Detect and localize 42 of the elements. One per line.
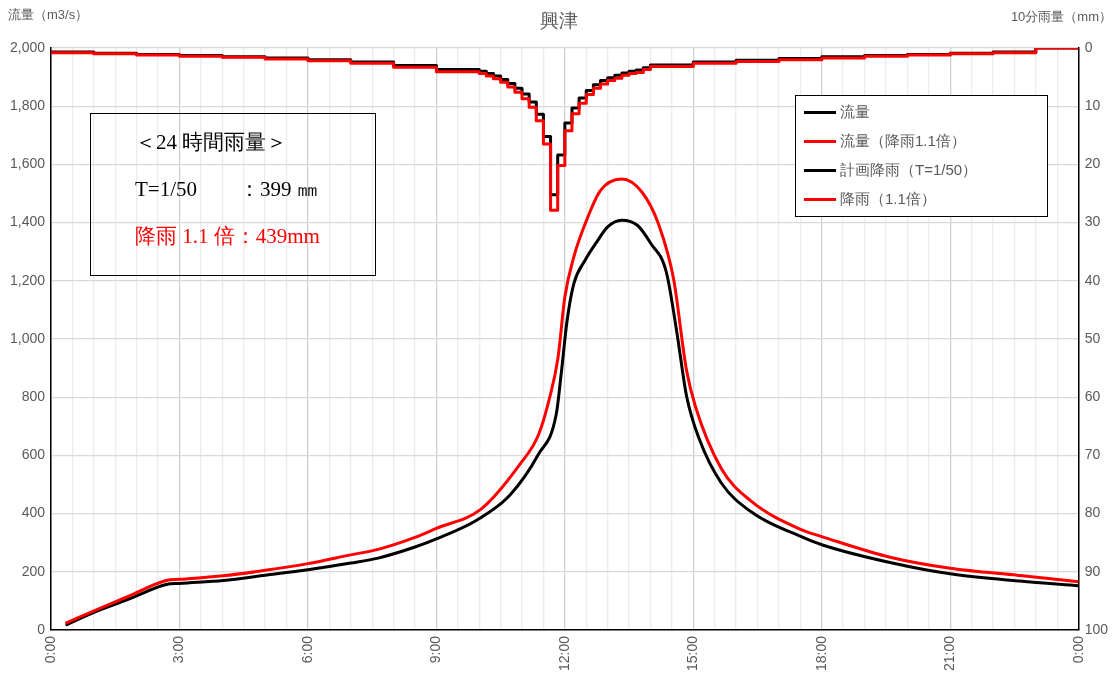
- x-tick-label: 3:00: [170, 635, 187, 664]
- y-tick-label: 0: [37, 620, 46, 637]
- y2-axis-title: 10分雨量（mm）: [1010, 8, 1112, 26]
- y-tick-label: 200: [21, 562, 46, 579]
- y-tick-label: 1,400: [9, 213, 46, 230]
- y2-tick-label: 0: [1084, 38, 1093, 55]
- x-tick-label: 0:00: [41, 635, 58, 664]
- chart-title: 興津: [540, 10, 578, 31]
- y-tick-label: 1,800: [9, 97, 46, 114]
- y2-tick-label: 40: [1084, 271, 1101, 288]
- legend-label: 計画降雨（T=1/50）: [840, 161, 978, 180]
- y2-tick-label: 80: [1084, 504, 1101, 521]
- y-tick-label: 600: [21, 446, 46, 463]
- y2-tick-label: 50: [1084, 329, 1101, 346]
- annotation: 降雨 1.1 倍：439mm: [135, 223, 321, 250]
- x-tick-label: 12:00: [555, 635, 572, 672]
- y2-tick-label: 30: [1084, 213, 1101, 230]
- x-tick-label: 6:00: [298, 635, 315, 664]
- x-tick-label: 0:00: [1069, 635, 1086, 664]
- y2-tick-label: 70: [1084, 446, 1101, 463]
- legend-label: 流量（降雨1.1倍）: [840, 132, 966, 151]
- note-frame: ＜24 時間雨量＞ T=1/50 ：399 ㎜ 降雨 1.1 倍：439mm: [90, 113, 376, 276]
- y2-tick-label: 10: [1084, 97, 1101, 114]
- x-tick-label: 18:00: [812, 635, 829, 672]
- annotation: ＜24 時間雨量＞: [135, 129, 289, 156]
- y-tick-label: 1,600: [9, 155, 46, 172]
- y-axis-title: 流量（m3/s）: [8, 6, 89, 24]
- legend-label: 流量: [840, 103, 870, 122]
- y-tick-label: 1,000: [9, 329, 46, 346]
- legend-label: 降雨（1.1倍）: [840, 190, 936, 209]
- y2-tick-label: 20: [1084, 155, 1101, 172]
- x-tick-label: 21:00: [941, 635, 958, 672]
- y-tick-label: 400: [21, 504, 46, 521]
- x-tick-label: 9:00: [427, 635, 444, 664]
- y-tick-label: 1,200: [9, 271, 46, 288]
- y-tick-label: 800: [21, 388, 46, 405]
- annotation: T=1/50 ：399 ㎜: [135, 176, 319, 203]
- y2-tick-label: 100: [1084, 620, 1109, 637]
- y2-tick-label: 60: [1084, 388, 1101, 405]
- x-tick-label: 15:00: [684, 635, 701, 672]
- y2-tick-label: 90: [1084, 562, 1101, 579]
- y-tick-label: 2,000: [9, 38, 46, 55]
